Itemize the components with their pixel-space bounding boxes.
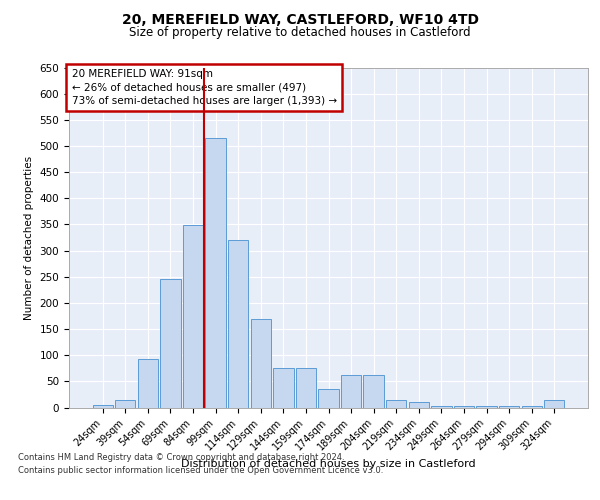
Bar [251, 318, 271, 408]
Bar [160, 280, 181, 407]
Bar [341, 374, 361, 408]
Text: Contains public sector information licensed under the Open Government Licence v3: Contains public sector information licen… [18, 466, 383, 475]
X-axis label: Distribution of detached houses by size in Castleford: Distribution of detached houses by size … [181, 459, 476, 469]
Bar [273, 368, 293, 408]
Bar [544, 400, 565, 407]
Bar [454, 406, 474, 408]
Bar [92, 405, 113, 407]
Text: Contains HM Land Registry data © Crown copyright and database right 2024.: Contains HM Land Registry data © Crown c… [18, 452, 344, 462]
Bar [205, 138, 226, 407]
Text: 20 MEREFIELD WAY: 91sqm
← 26% of detached houses are smaller (497)
73% of semi-d: 20 MEREFIELD WAY: 91sqm ← 26% of detache… [71, 69, 337, 106]
Bar [499, 406, 519, 408]
Text: Size of property relative to detached houses in Castleford: Size of property relative to detached ho… [129, 26, 471, 39]
Bar [431, 406, 452, 408]
Text: 20, MEREFIELD WAY, CASTLEFORD, WF10 4TD: 20, MEREFIELD WAY, CASTLEFORD, WF10 4TD [121, 12, 479, 26]
Bar [476, 406, 497, 408]
Bar [228, 240, 248, 408]
Bar [319, 389, 338, 407]
Bar [386, 400, 406, 407]
Bar [364, 374, 384, 408]
Y-axis label: Number of detached properties: Number of detached properties [24, 156, 34, 320]
Bar [409, 402, 429, 407]
Bar [115, 400, 136, 407]
Bar [183, 226, 203, 408]
Bar [521, 406, 542, 407]
Bar [138, 359, 158, 408]
Bar [296, 368, 316, 408]
